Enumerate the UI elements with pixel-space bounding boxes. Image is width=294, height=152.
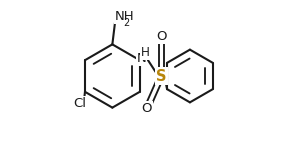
Text: 2: 2	[123, 17, 129, 28]
Text: S: S	[156, 69, 167, 83]
Text: O: O	[156, 30, 167, 43]
Text: O: O	[142, 102, 152, 115]
Text: N: N	[136, 52, 146, 65]
Text: Cl: Cl	[74, 97, 86, 110]
Text: NH: NH	[115, 10, 134, 23]
Text: H: H	[141, 46, 150, 59]
